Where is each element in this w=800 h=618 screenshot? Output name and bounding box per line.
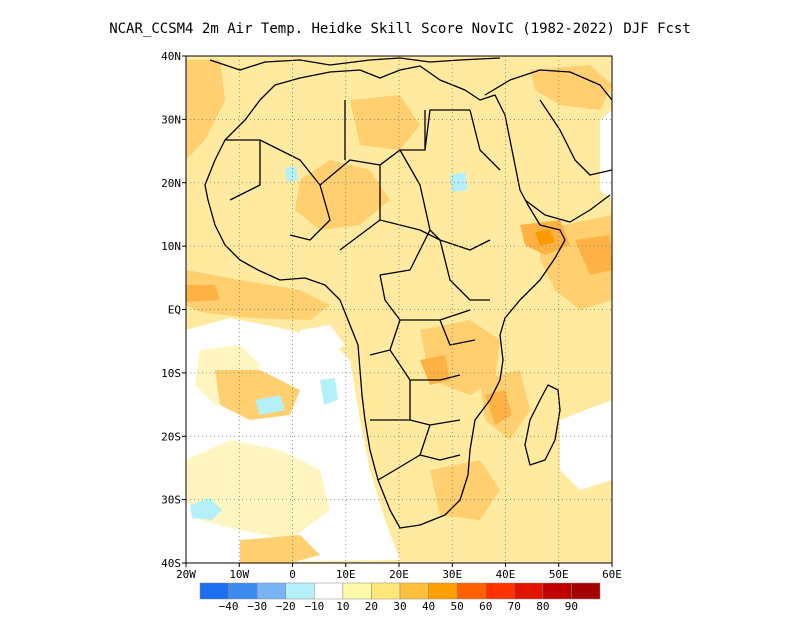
colorbar-label: 30 xyxy=(393,600,406,613)
colorbar-label: 60 xyxy=(479,600,492,613)
field-mid-patch xyxy=(430,460,500,520)
map-title: NCAR_CCSM4 2m Air Temp. Heidke Skill Sco… xyxy=(109,21,691,37)
colorbar-swatch xyxy=(285,582,315,600)
colorbar-swatch xyxy=(399,582,429,600)
colorbar-swatch xyxy=(256,582,286,600)
colorbar-labels: −40 −30 −20 −10 10 20 30 40 50 60 70 80 90 xyxy=(219,600,578,613)
lat-tick-label: 10N xyxy=(161,240,181,253)
field-negative-patch xyxy=(320,378,338,405)
field-mid-patch xyxy=(186,270,330,320)
lat-tick-label: 10S xyxy=(161,367,181,380)
lat-tick-label: 40S xyxy=(161,557,181,570)
colorbar xyxy=(199,582,601,600)
field-light-patch xyxy=(186,440,330,540)
field-negative-patch xyxy=(285,166,298,182)
field-white-patch xyxy=(600,110,612,200)
field-orange-patch xyxy=(535,230,555,246)
lon-tick-label: 0 xyxy=(289,568,296,581)
lat-tick-label: 30N xyxy=(161,113,181,126)
field-negative-patch xyxy=(190,498,222,520)
field-mid-patch xyxy=(186,60,225,160)
field-mid-patch xyxy=(530,65,612,110)
lon-tick-label: 20W xyxy=(176,568,196,581)
lat-tick-label: EQ xyxy=(168,304,181,317)
lon-tick-label: 60E xyxy=(602,568,622,581)
colorbar-label: 40 xyxy=(422,600,435,613)
colorbar-swatch xyxy=(542,582,572,600)
colorbar-label: 50 xyxy=(451,600,464,613)
arabia-coastline xyxy=(484,69,612,223)
lon-tick-label: 40E xyxy=(496,568,516,581)
lon-tick-label: 50E xyxy=(549,568,569,581)
colorbar-swatch xyxy=(371,582,401,600)
colorbar-swatch xyxy=(199,582,229,600)
colorbar-swatch xyxy=(314,582,344,600)
field-negative-patch xyxy=(450,172,468,192)
colorbar-swatch xyxy=(514,582,544,600)
colorbar-label: −20 xyxy=(276,600,296,613)
country-borders xyxy=(204,57,612,529)
colorbar-label: −40 xyxy=(219,600,239,613)
lat-tick-label: 20N xyxy=(161,177,181,190)
lon-tick-label: 30E xyxy=(442,568,462,581)
colorbar-label: −10 xyxy=(304,600,324,613)
field-strong-patch xyxy=(186,285,220,302)
colorbar-label: 90 xyxy=(565,600,578,613)
lat-tick-label: 20S xyxy=(161,430,181,443)
lon-tick-label: 20E xyxy=(389,568,409,581)
latitude-labels: 40N 30N 20N 10N EQ 10S 20S 30S 40S xyxy=(161,50,186,570)
africa-coastline xyxy=(204,65,566,529)
colorbar-label: −30 xyxy=(247,600,267,613)
field-mid-patch xyxy=(350,95,420,150)
lat-tick-label: 30S xyxy=(161,494,181,507)
gridlines xyxy=(186,56,612,563)
field-mid-patch xyxy=(295,160,390,230)
field-white-patch xyxy=(560,400,612,490)
colorbar-swatch xyxy=(342,582,372,600)
colorbar-swatch xyxy=(485,582,515,600)
colorbar-swatch xyxy=(228,582,258,600)
lat-tick-label: 40N xyxy=(161,50,181,63)
field-strong-patch xyxy=(420,355,450,385)
field-white-patch xyxy=(300,325,345,360)
field-negative-patch xyxy=(255,395,285,415)
field-mid-patch xyxy=(240,535,320,563)
border-lines xyxy=(225,100,501,481)
colorbar-label: 20 xyxy=(365,600,378,613)
colorbar-label: 10 xyxy=(336,600,349,613)
colorbar-swatch xyxy=(428,582,458,600)
field-strong-patch xyxy=(575,235,612,275)
colorbar-label: 70 xyxy=(508,600,521,613)
colorbar-swatch xyxy=(456,582,486,600)
lon-tick-label: 10E xyxy=(336,568,356,581)
europe-coast xyxy=(209,57,501,71)
colorbar-label: 80 xyxy=(536,600,549,613)
lon-tick-label: 10W xyxy=(229,568,249,581)
longitude-labels: 20W 10W 0 10E 20E 30E 40E 50E 60E xyxy=(176,563,622,581)
colorbar-swatch xyxy=(571,582,601,600)
